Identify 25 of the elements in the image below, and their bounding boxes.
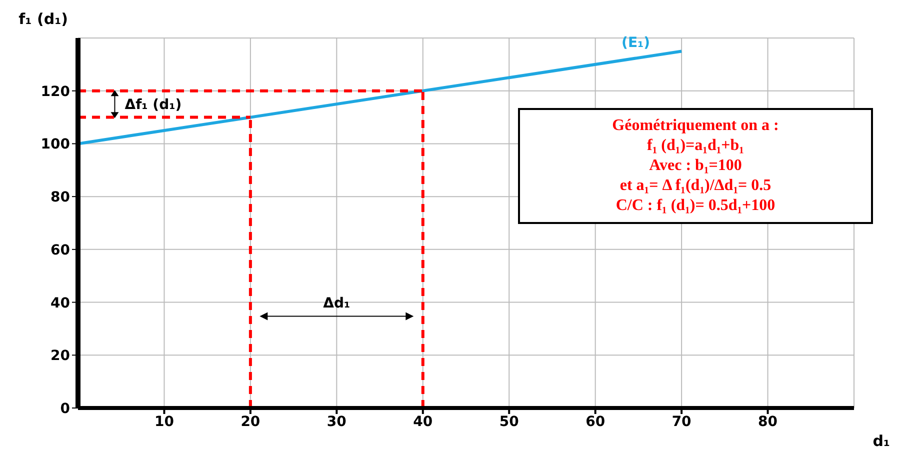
x-tick-label: 20 [240,414,260,430]
x-tick-label: 80 [758,414,778,430]
x-tick-label: 60 [586,414,606,430]
x-tick-label: 70 [672,414,692,430]
annotation: et a₁= Δ f₁(d₁)/Δd₁= 0.5 [618,176,772,196]
y-tick-label: 40 [50,295,70,312]
annotation: Géométriquement on a : [611,116,780,136]
annotation: Δd₁ [323,295,350,312]
annotation: f₁ (d₁)=a₁d₁+b₁ [646,136,745,156]
y-tick-label: 120 [40,84,70,100]
annotation: Avec : b₁=100 [648,156,743,176]
y-tick-label: 100 [40,136,70,153]
x-tick-label: 30 [326,414,347,430]
x-tick-label: 50 [499,414,520,430]
y-tick-label: 0 [60,400,70,417]
y-tick-label: 60 [50,242,70,258]
y-axis-title: f₁ (d₁) [18,10,68,28]
y-tick-label: 80 [50,190,70,206]
annotation: C/C : f₁ (d₁)= 0.5d₁+100 [614,196,776,216]
x-axis-title: d₁ [872,432,890,450]
y-tick-label: 20 [50,348,70,364]
x-tick-label: 40 [413,414,433,430]
x-tick-label: 10 [154,414,174,430]
annotation: Δf₁ (d₁) [124,97,182,114]
series-label: (E₁) [622,35,650,52]
